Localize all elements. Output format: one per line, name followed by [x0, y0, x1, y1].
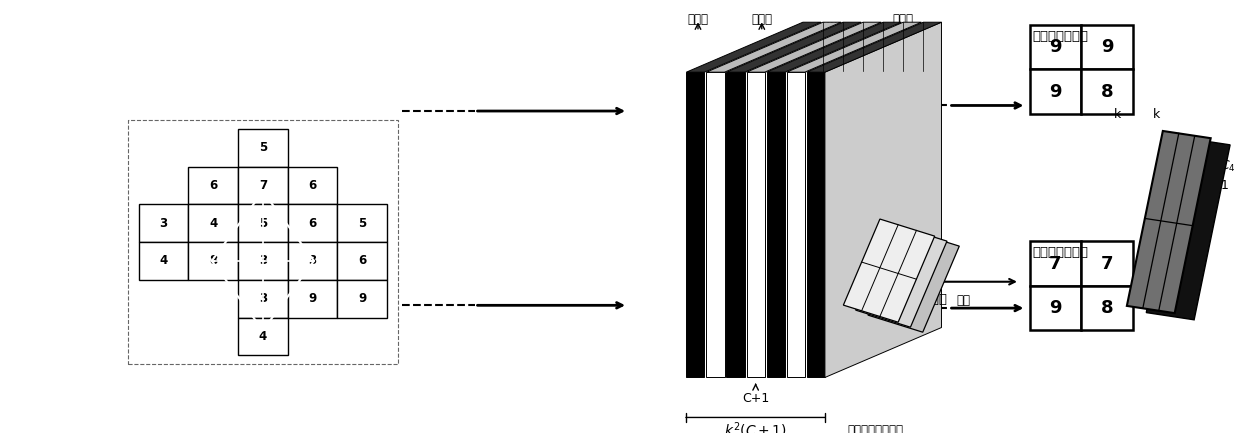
Polygon shape	[727, 22, 861, 72]
Bar	[238, 242, 288, 280]
Bar	[337, 204, 387, 242]
Text: 6: 6	[309, 179, 316, 192]
Text: 9: 9	[358, 292, 366, 305]
Bar	[188, 204, 238, 242]
Text: 7: 7	[259, 179, 267, 192]
Bar	[139, 204, 188, 242]
Polygon shape	[825, 22, 941, 378]
Text: 4: 4	[160, 255, 167, 268]
Bar	[139, 242, 188, 280]
Bar	[807, 72, 825, 378]
Bar	[1029, 242, 1081, 286]
Text: 9: 9	[309, 292, 316, 305]
Text: 9: 9	[1049, 299, 1061, 317]
Bar	[288, 204, 337, 242]
Bar	[337, 242, 387, 280]
Text: 5: 5	[259, 141, 267, 154]
Polygon shape	[687, 22, 821, 72]
Text: $C_4$: $C_4$	[1220, 158, 1236, 174]
Bar	[786, 72, 805, 378]
Bar	[238, 167, 288, 204]
Text: 6: 6	[309, 216, 316, 229]
Text: 旋转矩形框: 旋转矩形框	[908, 294, 947, 307]
Bar	[288, 242, 337, 280]
Bar	[1081, 242, 1133, 286]
Text: 4: 4	[259, 330, 267, 343]
Text: 池化: 池化	[957, 294, 971, 307]
Text: k: k	[1114, 108, 1121, 121]
Polygon shape	[807, 22, 941, 72]
Text: 位置敏感池化方式: 位置敏感池化方式	[848, 424, 904, 433]
Text: 上中部: 上中部	[751, 13, 773, 26]
Text: 左上角: 左上角	[687, 13, 708, 26]
Bar	[128, 120, 398, 364]
Bar	[687, 72, 704, 378]
Text: 6: 6	[210, 179, 217, 192]
Bar	[1081, 286, 1133, 330]
Polygon shape	[766, 22, 901, 72]
Text: 5: 5	[358, 216, 366, 229]
Polygon shape	[868, 229, 960, 332]
Bar	[1029, 286, 1081, 330]
Polygon shape	[843, 219, 935, 322]
Text: 5: 5	[259, 216, 267, 229]
Text: 9: 9	[1049, 38, 1061, 56]
Text: 8: 8	[1101, 83, 1114, 100]
Text: 传统矩形框池化: 传统矩形框池化	[1033, 29, 1089, 42]
Bar	[288, 280, 337, 317]
Text: 8: 8	[210, 255, 217, 268]
Text: 9: 9	[1101, 38, 1114, 56]
Bar	[766, 72, 785, 378]
Polygon shape	[707, 22, 841, 72]
Text: 3: 3	[259, 292, 267, 305]
Text: 8: 8	[1101, 299, 1114, 317]
Bar	[707, 72, 724, 378]
Text: 3: 3	[160, 216, 167, 229]
Bar	[238, 280, 288, 317]
Bar	[188, 167, 238, 204]
Bar	[188, 242, 238, 280]
Bar	[727, 72, 744, 378]
Bar	[238, 129, 288, 167]
Text: 7: 7	[1101, 255, 1114, 273]
Polygon shape	[1127, 131, 1210, 313]
Text: 9: 9	[1049, 83, 1061, 100]
Polygon shape	[856, 224, 947, 327]
Text: 旋转矩形框池化: 旋转矩形框池化	[1033, 246, 1089, 259]
Polygon shape	[1146, 138, 1230, 320]
Polygon shape	[786, 22, 921, 72]
Polygon shape	[746, 22, 882, 72]
Bar	[1029, 69, 1081, 114]
Text: 7: 7	[1049, 255, 1061, 273]
Text: ......: ......	[816, 13, 838, 26]
Bar	[746, 72, 765, 378]
Text: k: k	[1153, 108, 1159, 121]
Bar	[337, 280, 387, 317]
Text: 1: 1	[1220, 179, 1229, 192]
Bar	[288, 167, 337, 204]
Bar	[1029, 25, 1081, 69]
Text: 右下角: 右下角	[893, 13, 914, 26]
Text: 3: 3	[259, 255, 267, 268]
Bar	[1081, 69, 1133, 114]
Text: 6: 6	[358, 255, 366, 268]
Text: 3: 3	[309, 255, 316, 268]
Text: 4: 4	[210, 216, 217, 229]
Text: C+1: C+1	[742, 392, 769, 405]
Bar	[238, 204, 288, 242]
Bar	[1081, 25, 1133, 69]
Bar	[238, 317, 288, 355]
Text: $k^2(C+1)$: $k^2(C+1)$	[724, 420, 787, 433]
